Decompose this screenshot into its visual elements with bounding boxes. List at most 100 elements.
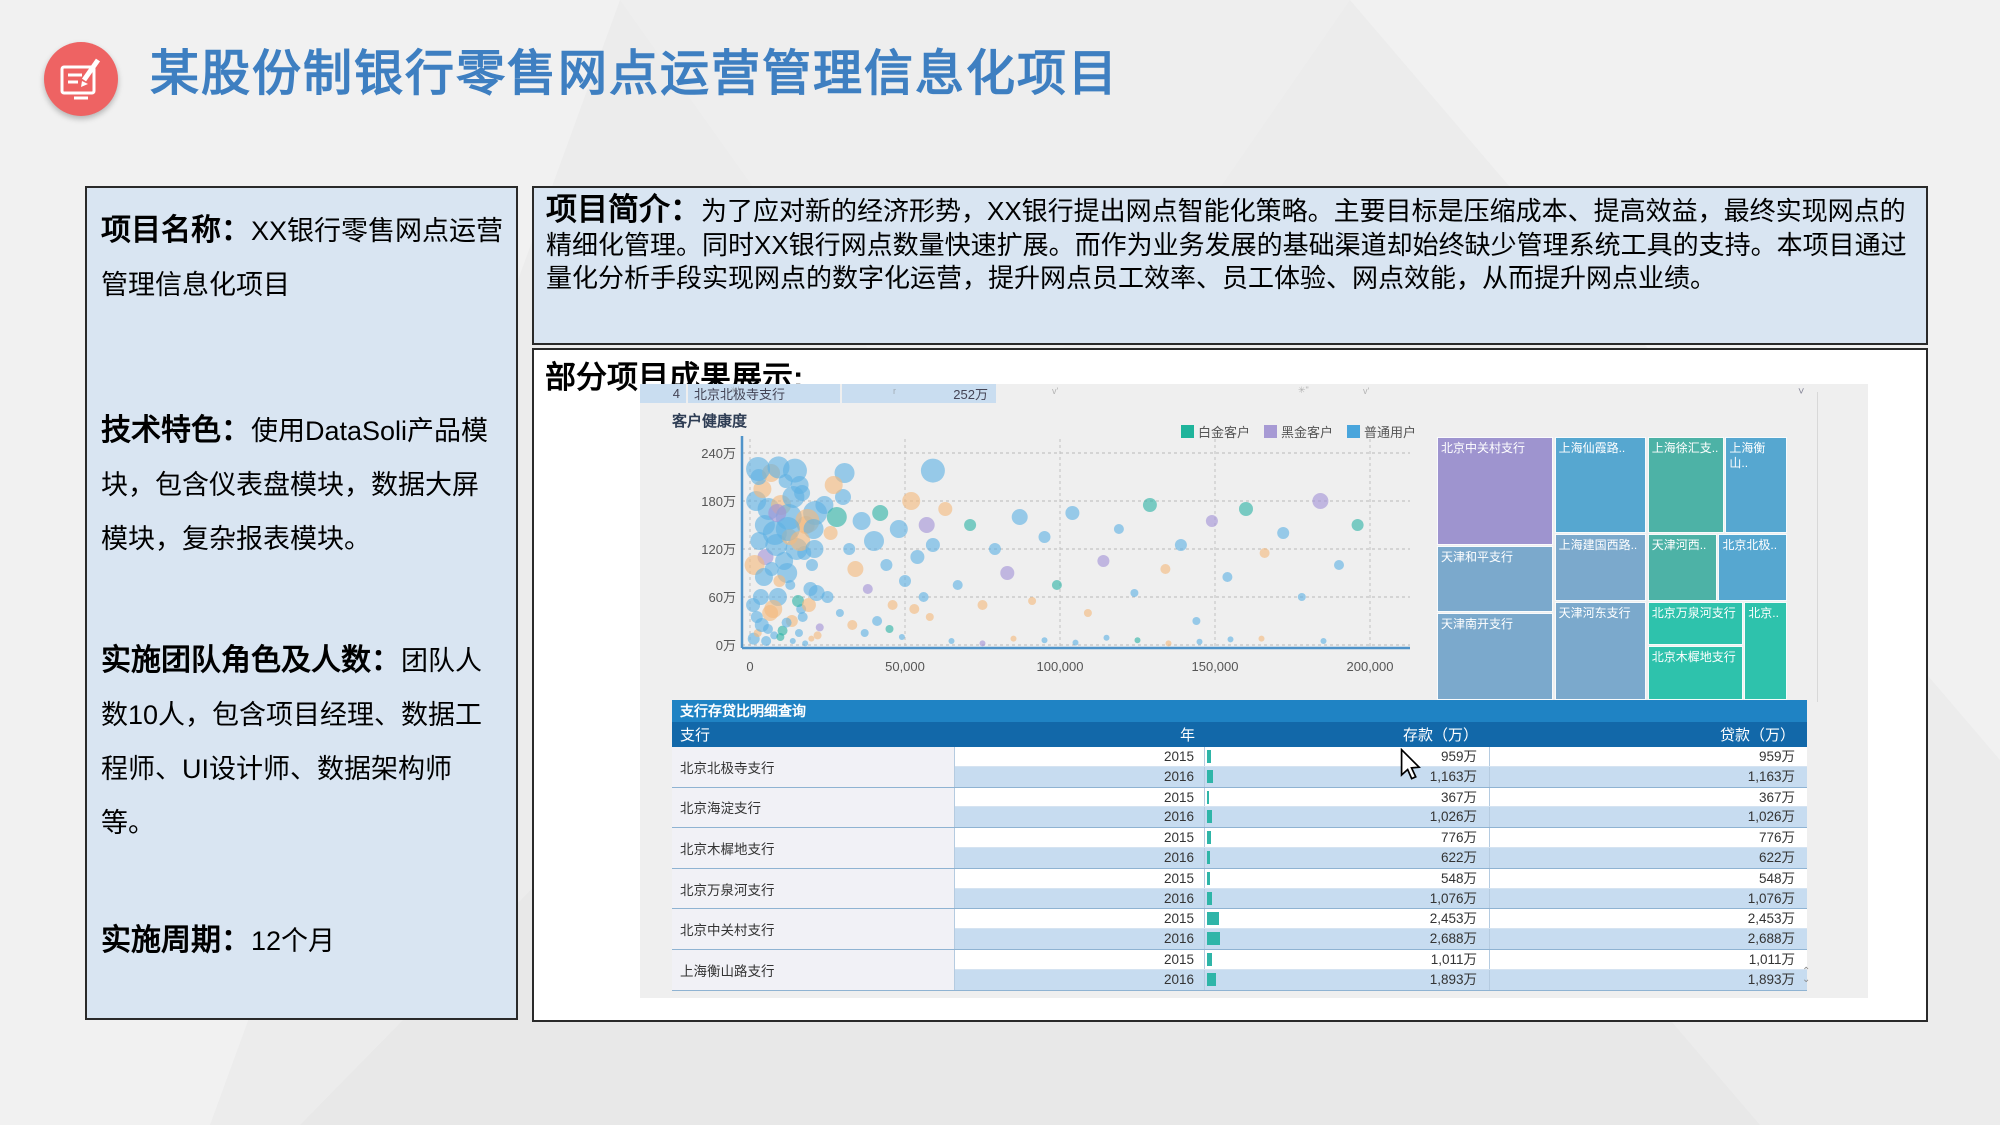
branch-cell: 北京海淀支行 (672, 787, 955, 828)
deposit-bar (1207, 831, 1211, 845)
bubble-point (790, 531, 811, 551)
bubble-point (834, 463, 855, 483)
legend-item[interactable]: 白金客户 (1180, 422, 1250, 441)
bubble-point (794, 629, 803, 637)
bubble-point (910, 550, 925, 564)
y-axis-tick: 240万 (701, 446, 736, 461)
section-team: 实施团队角色及人数：团队人数10人，包含项目经理、数据工程师、UI设计师、数据架… (101, 634, 505, 850)
col-deposit: 存款（万） (1402, 727, 1478, 744)
bubble-point (860, 629, 869, 637)
treemap-cell[interactable]: 天津和平支行 (1437, 545, 1554, 613)
table-scroll-arrows[interactable]: ⌃ ⌄ (1802, 966, 1811, 985)
treemap-cell[interactable]: 天津南开支行 (1437, 613, 1554, 700)
bubble-point (902, 492, 921, 510)
scroll-up-icon[interactable]: ⌃ (1802, 966, 1811, 977)
table-row[interactable]: 2015 2,453万 2,453万 (955, 909, 1807, 930)
deposit-value: 959万 (1440, 749, 1477, 764)
table-row[interactable]: 2016 622万 622万 (955, 847, 1807, 868)
loan-cell: 2,453万 (1747, 911, 1795, 927)
legend-chip-icon (1263, 425, 1277, 438)
table-row[interactable]: 2015 959万 959万 (955, 747, 1807, 767)
table-row[interactable]: 2016 1,893万 1,893万 (955, 969, 1807, 990)
deposit-bar (1207, 932, 1220, 946)
scrollbar-track[interactable] (1817, 392, 1818, 702)
treemap-cell[interactable]: 上海衡山.. (1725, 437, 1787, 533)
deposit-cell: 1,163万 (1205, 766, 1490, 787)
table-row[interactable]: 2015 548万 548万 (955, 868, 1807, 889)
bubble-point (1205, 515, 1218, 527)
treemap-cell[interactable]: 上海仙霞路.. (1554, 437, 1647, 533)
bubble-point (835, 489, 851, 505)
bubble-point (1103, 634, 1110, 641)
deposit-value: 776万 (1440, 830, 1477, 846)
scroll-down-icon[interactable]: ⌄ (1802, 974, 1811, 985)
row-branch-name: 北京北极寺支行 (688, 384, 840, 403)
legend-item[interactable]: 普通用户 (1346, 422, 1416, 441)
bubble-point (847, 561, 864, 577)
bubble-point (815, 496, 834, 514)
bubble-point (824, 476, 843, 494)
bubble-point (872, 616, 883, 626)
bubble-point (925, 538, 940, 552)
deposit-cell: 1,893万 (1205, 969, 1490, 990)
table-row[interactable]: 2015 367万 367万 (955, 787, 1807, 808)
loan-cell: 1,011万 (1748, 951, 1795, 967)
bubble-point (1222, 572, 1233, 582)
loan-cell: 776万 (1758, 830, 1795, 846)
bubble-point (1258, 635, 1265, 642)
deposit-cell: 776万 (1205, 828, 1490, 847)
year-cell: 2016 (955, 847, 1205, 868)
bubble-point (964, 519, 977, 531)
bubble-point (1259, 548, 1270, 558)
bubble-point (918, 517, 935, 533)
bubble-point (887, 600, 898, 610)
chevron-down-icon[interactable]: ˅ (1798, 386, 1805, 398)
treemap-cell[interactable]: 北京北极.. (1718, 534, 1787, 602)
treemap-cell[interactable]: 北京木樨地支行 (1647, 646, 1743, 700)
treemap-cell[interactable]: 北京中关村支行 (1437, 437, 1554, 545)
deposit-bar (1207, 750, 1211, 763)
table-header: 支行 年 存款（万） 贷款（万） (672, 722, 1807, 747)
table-row[interactable]: 2016 1,163万 1,163万 (955, 766, 1807, 787)
bubble-point (750, 611, 763, 623)
year-cell: 2016 (955, 969, 1205, 990)
bubble-point (889, 520, 908, 538)
bubble-point (872, 505, 889, 521)
bubble-point (808, 585, 825, 601)
cropped-ui-fragment: r (893, 386, 896, 396)
table-row[interactable]: 2016 1,076万 1,076万 (955, 888, 1807, 909)
bubble-legend: 白金客户 黑金客户 普通用户 (1180, 422, 1416, 441)
legend-item[interactable]: 黑金客户 (1263, 422, 1333, 441)
bubble-chart: 240万 180万 120万 60万 0万 0 50,000 100,000 150,000 20… (701, 436, 1410, 674)
treemap-cell[interactable]: 天津河东支行 (1554, 602, 1647, 700)
treemap-cell[interactable]: 上海建国西路.. (1554, 534, 1647, 602)
tech-features-text: 使用DataSoli产品模块，包含仪表盘模块，数据大屏模块，复杂报表模块。 (101, 416, 489, 554)
table-row[interactable]: 2016 2,688万 2,688万 (955, 929, 1807, 949)
col-loan: 贷款（万） (1719, 727, 1795, 744)
loan-cell: 622万 (1758, 849, 1795, 865)
cropped-ui-fragment: v' (1052, 386, 1059, 396)
loan-cell: 367万 (1758, 789, 1795, 805)
table-row[interactable]: 2015 776万 776万 (955, 828, 1807, 848)
bubble-point (806, 559, 818, 571)
bubble-point (899, 575, 911, 587)
bubble-point (952, 580, 963, 590)
table-row[interactable]: 2015 1,011万 1,011万 (955, 949, 1807, 970)
treemap-cell[interactable]: 北京万泉河支行 (1647, 602, 1743, 646)
bubble-point (909, 604, 920, 614)
table-row[interactable]: 2016 1,026万 1,026万 (955, 807, 1807, 828)
bubble-point (762, 624, 773, 634)
bubble-point (920, 458, 945, 483)
branch-list-partial-row[interactable]: 4 北京北极寺支行 252万 (640, 384, 996, 403)
treemap-cell[interactable]: 上海徐汇支.. (1647, 437, 1724, 533)
bubble-point (1113, 524, 1124, 534)
bubble-point (764, 600, 783, 618)
bubble-point (1165, 640, 1172, 647)
treemap-cell[interactable]: 北京.. (1744, 602, 1787, 700)
bubble-point (1239, 502, 1253, 516)
treemap-cell[interactable]: 天津河西.. (1647, 534, 1717, 602)
cropped-ui-fragment: ✳" (1298, 385, 1309, 395)
bubble-point (815, 623, 824, 632)
deposit-value: 1,076万 (1429, 890, 1477, 906)
bubble-point (794, 485, 811, 501)
